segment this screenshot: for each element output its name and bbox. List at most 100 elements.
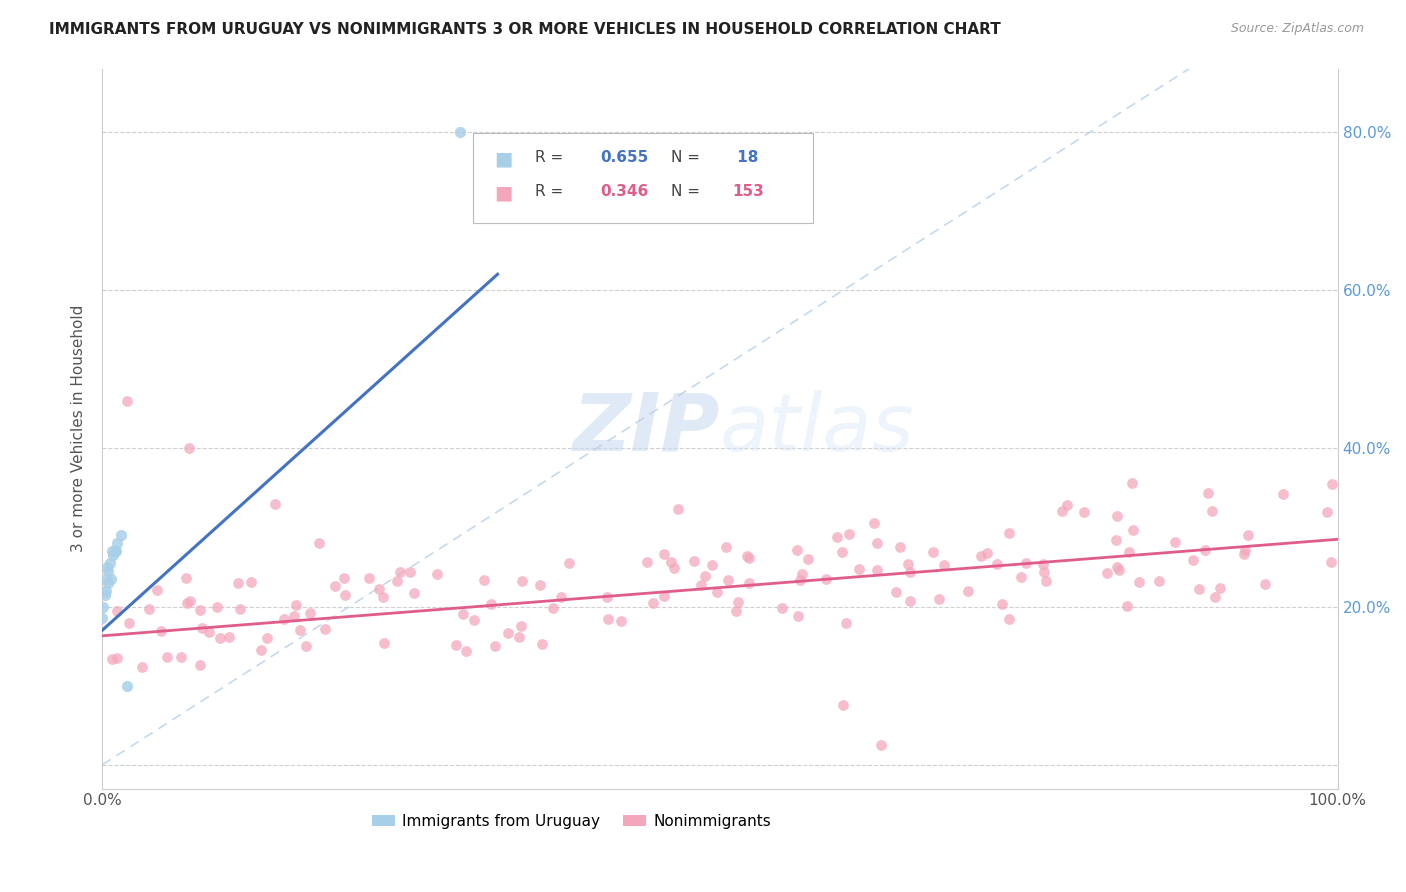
Point bbox=[1105, 559, 1128, 574]
Point bbox=[510, 619, 533, 633]
Point bbox=[333, 571, 356, 585]
Point bbox=[368, 582, 391, 596]
Point bbox=[789, 573, 811, 587]
Point bbox=[1163, 535, 1185, 549]
Point bbox=[96, 560, 118, 574]
Point bbox=[170, 650, 193, 665]
Point bbox=[453, 607, 475, 621]
Point bbox=[207, 600, 229, 615]
Point bbox=[702, 558, 724, 572]
Point bbox=[100, 652, 122, 666]
Point bbox=[838, 527, 860, 541]
Point bbox=[1033, 566, 1056, 580]
Point bbox=[1010, 569, 1032, 583]
Text: IMMIGRANTS FROM URUGUAY VS NONIMMIGRANTS 3 OR MORE VEHICLES IN HOUSEHOLD CORRELA: IMMIGRANTS FROM URUGUAY VS NONIMMIGRANTS… bbox=[49, 22, 1001, 37]
Point bbox=[118, 616, 141, 631]
Point bbox=[97, 575, 120, 590]
Point bbox=[103, 544, 125, 558]
Point bbox=[104, 544, 127, 558]
Point bbox=[188, 602, 211, 616]
Point bbox=[866, 563, 889, 577]
Point bbox=[834, 615, 856, 630]
Point bbox=[1108, 563, 1130, 577]
Point bbox=[814, 572, 837, 586]
Point bbox=[641, 596, 664, 610]
Point bbox=[889, 540, 911, 554]
Point bbox=[325, 579, 347, 593]
Point bbox=[1032, 557, 1054, 571]
Point bbox=[900, 593, 922, 607]
Point bbox=[228, 602, 250, 616]
Point bbox=[1316, 505, 1339, 519]
Point bbox=[970, 549, 993, 564]
Point bbox=[176, 596, 198, 610]
Point bbox=[531, 637, 554, 651]
Point bbox=[727, 594, 749, 608]
Point bbox=[900, 565, 922, 579]
Point bbox=[998, 612, 1021, 626]
Point bbox=[869, 738, 891, 752]
Point bbox=[145, 582, 167, 597]
Point bbox=[790, 567, 813, 582]
Point bbox=[404, 586, 426, 600]
Point bbox=[1182, 553, 1205, 567]
Text: ZIP: ZIP bbox=[572, 390, 720, 467]
Point bbox=[94, 572, 117, 586]
Point bbox=[1128, 574, 1150, 589]
Point bbox=[735, 549, 758, 563]
Point bbox=[188, 657, 211, 672]
Point bbox=[717, 573, 740, 587]
Point bbox=[654, 547, 676, 561]
Point bbox=[706, 585, 728, 599]
Text: R =: R = bbox=[534, 184, 568, 199]
Point bbox=[91, 611, 114, 625]
Point bbox=[1188, 582, 1211, 596]
Point bbox=[150, 624, 173, 639]
Point bbox=[426, 566, 449, 581]
Point bbox=[209, 632, 232, 646]
Point bbox=[716, 540, 738, 554]
Point bbox=[105, 536, 128, 550]
Text: 153: 153 bbox=[733, 184, 763, 199]
Point bbox=[240, 575, 263, 590]
Point bbox=[97, 564, 120, 578]
Point bbox=[541, 600, 564, 615]
Point bbox=[1234, 542, 1257, 557]
Point bbox=[456, 643, 478, 657]
Point bbox=[190, 621, 212, 635]
Point bbox=[110, 528, 132, 542]
Point bbox=[770, 601, 793, 615]
Point bbox=[131, 660, 153, 674]
FancyBboxPatch shape bbox=[472, 133, 813, 223]
Point bbox=[637, 555, 659, 569]
Point bbox=[825, 530, 848, 544]
Text: N =: N = bbox=[671, 184, 704, 199]
Y-axis label: 3 or more Vehicles in Household: 3 or more Vehicles in Household bbox=[72, 305, 86, 552]
Point bbox=[1237, 528, 1260, 542]
Point bbox=[998, 526, 1021, 541]
Point bbox=[294, 639, 316, 653]
Point bbox=[399, 565, 422, 579]
Text: 0.346: 0.346 bbox=[600, 184, 648, 199]
Point bbox=[897, 557, 920, 571]
Point bbox=[1201, 504, 1223, 518]
Point bbox=[256, 631, 278, 645]
Point bbox=[373, 635, 395, 649]
Point bbox=[957, 584, 980, 599]
Point bbox=[596, 591, 619, 605]
Point bbox=[510, 574, 533, 588]
Point bbox=[1105, 508, 1128, 523]
Point bbox=[1115, 599, 1137, 613]
Text: ■: ■ bbox=[494, 184, 512, 202]
Point bbox=[863, 516, 886, 530]
Point bbox=[1233, 547, 1256, 561]
Point bbox=[1254, 577, 1277, 591]
Point bbox=[1095, 566, 1118, 581]
Point bbox=[1322, 477, 1344, 491]
Point bbox=[529, 578, 551, 592]
Point bbox=[666, 501, 689, 516]
Point bbox=[990, 597, 1012, 611]
Point bbox=[250, 643, 273, 657]
Point bbox=[508, 630, 530, 644]
Point bbox=[1056, 498, 1078, 512]
